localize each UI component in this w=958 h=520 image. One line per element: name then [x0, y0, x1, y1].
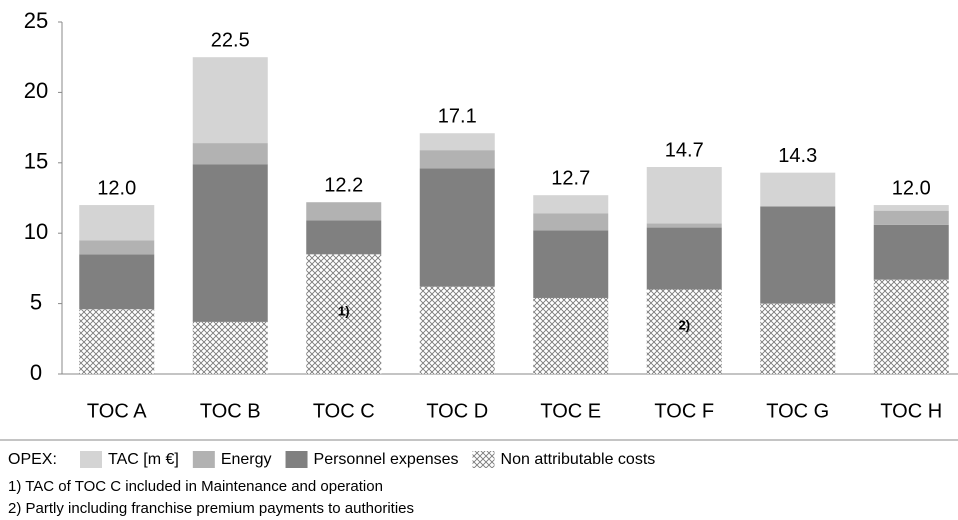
legend-label: Non attributable costs	[501, 451, 656, 468]
bar-segment	[192, 57, 268, 144]
total-label: 12.0	[892, 177, 931, 199]
y-tick-label: 20	[24, 78, 48, 103]
annotation: 2)	[678, 317, 690, 332]
total-label: 12.7	[551, 167, 590, 189]
legend-label: Energy	[221, 451, 272, 468]
annotation: 1)	[338, 303, 350, 318]
x-tick-label: TOC B	[200, 400, 261, 422]
bar-segment	[79, 309, 155, 374]
total-label: 12.0	[97, 177, 136, 199]
total-label: 14.3	[778, 145, 817, 167]
bar-segment	[646, 289, 722, 374]
x-tick-label: TOC A	[87, 400, 147, 422]
y-tick-label: 15	[24, 149, 48, 174]
bar-segment	[760, 206, 836, 304]
bar-segment	[192, 143, 268, 165]
bar-segment	[79, 205, 155, 241]
bar-segment	[873, 224, 949, 280]
x-tick-label: TOC H	[880, 400, 942, 422]
bar-segment	[646, 223, 722, 228]
x-tick-label: TOC D	[426, 400, 488, 422]
x-tick-label: TOC F	[654, 400, 714, 422]
bar-segment	[192, 321, 268, 374]
legend-swatch	[285, 451, 308, 468]
bar-segment	[873, 205, 949, 211]
bar-segment	[873, 210, 949, 225]
bar-segment	[533, 195, 609, 214]
bar-segment	[533, 297, 609, 374]
total-label: 17.1	[438, 106, 477, 128]
bar-segment	[760, 303, 836, 374]
footnote: 1) TAC of TOC C included in Maintenance …	[8, 478, 383, 495]
bar-segment	[419, 133, 495, 151]
bar-segment	[533, 230, 609, 298]
bar-segment	[306, 202, 382, 221]
legend-label: TAC [m €]	[108, 451, 179, 468]
y-tick-label: 5	[30, 289, 42, 314]
legend-label: Personnel expenses	[314, 451, 459, 468]
total-label: 14.7	[665, 139, 704, 161]
total-label: 22.5	[211, 29, 250, 51]
bar-segment	[646, 167, 722, 224]
x-tick-label: TOC C	[313, 400, 375, 422]
x-tick-label: TOC G	[766, 400, 829, 422]
bar-segment	[79, 240, 155, 255]
bar-segment	[533, 213, 609, 231]
x-tick-label: TOC E	[540, 400, 601, 422]
bar-segment	[306, 220, 382, 255]
bar-segment	[760, 172, 836, 207]
bar-segment	[646, 227, 722, 290]
bar-segment	[192, 164, 268, 322]
y-tick-label: 25	[24, 8, 48, 33]
footnote: 2) Partly including franchise premium pa…	[8, 500, 414, 517]
y-tick-label: 10	[24, 219, 48, 244]
legend-swatch	[472, 451, 495, 468]
legend-swatch	[192, 451, 215, 468]
bar-segment	[419, 150, 495, 169]
y-tick-label: 0	[30, 360, 42, 385]
bar-segment	[79, 254, 155, 310]
legend-title: OPEX:	[8, 451, 57, 468]
legend-swatch	[80, 451, 102, 468]
bar-segment	[419, 286, 495, 374]
bar-segment	[419, 168, 495, 287]
bar-segment	[873, 279, 949, 374]
total-label: 12.2	[324, 175, 363, 197]
bar-segment	[306, 254, 382, 374]
